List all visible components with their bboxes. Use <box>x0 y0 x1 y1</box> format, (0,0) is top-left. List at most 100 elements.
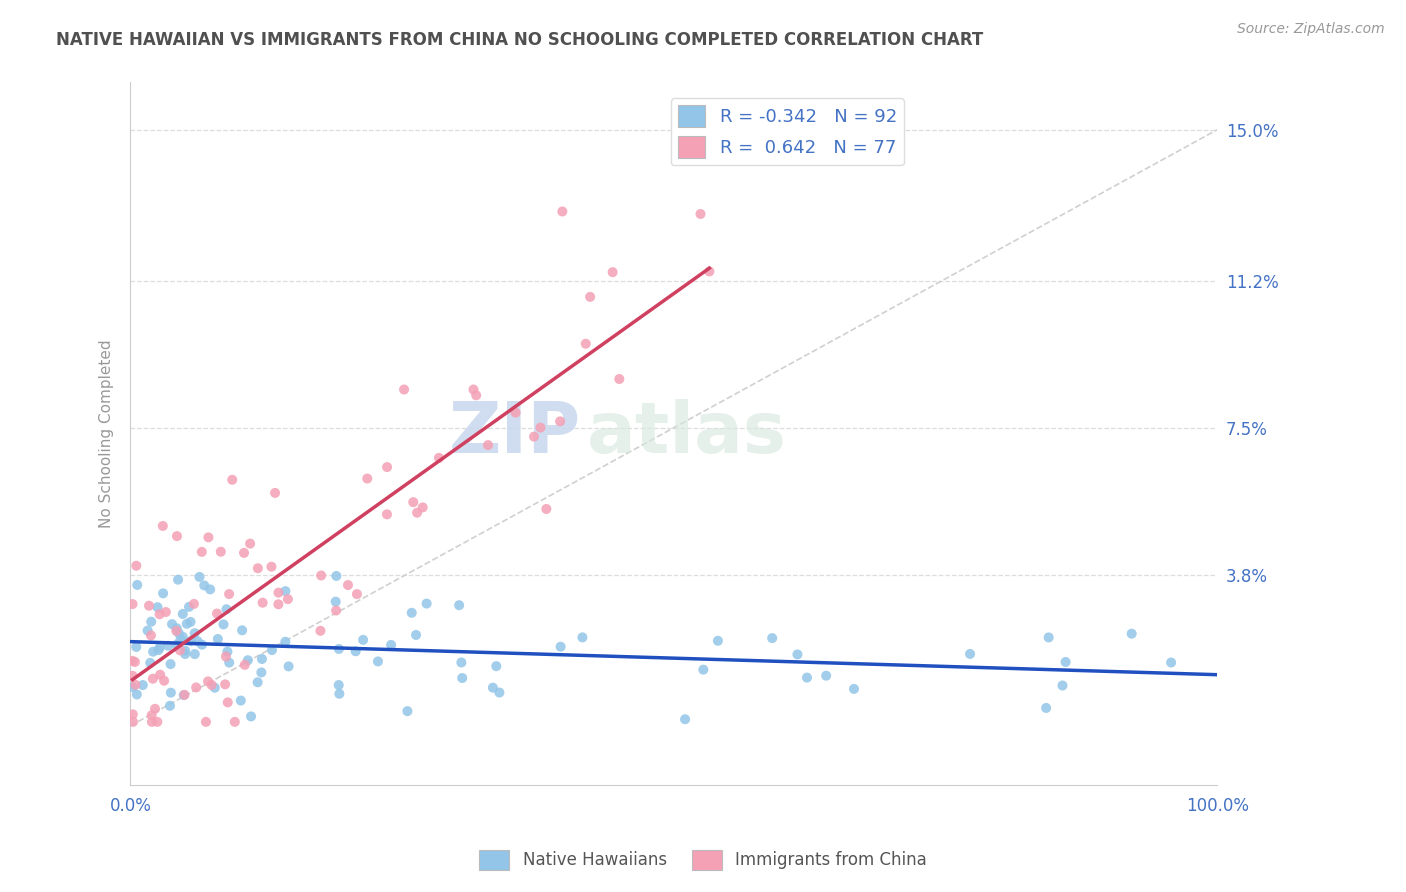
Point <box>160 686 183 700</box>
Point <box>186 681 208 695</box>
Point <box>477 438 499 452</box>
Point <box>217 645 239 659</box>
Point <box>233 657 256 672</box>
Point <box>188 570 211 584</box>
Point <box>689 207 711 221</box>
Point <box>141 708 163 723</box>
Point <box>761 631 783 645</box>
Point <box>173 688 195 702</box>
Point <box>412 500 434 515</box>
Text: NATIVE HAWAIIAN VS IMMIGRANTS FROM CHINA NO SCHOOLING COMPLETED CORRELATION CHAR: NATIVE HAWAIIAN VS IMMIGRANTS FROM CHINA… <box>56 31 983 49</box>
Point <box>215 649 238 664</box>
Point <box>505 406 527 420</box>
Point <box>449 598 471 612</box>
Point <box>392 383 415 397</box>
Point <box>224 714 246 729</box>
Point <box>673 712 696 726</box>
Point <box>367 655 389 669</box>
Point <box>427 450 450 465</box>
Point <box>529 420 551 434</box>
Point <box>136 624 159 638</box>
Point <box>155 605 177 619</box>
Point <box>180 634 202 648</box>
Point <box>183 626 205 640</box>
Legend: Native Hawaiians, Immigrants from China: Native Hawaiians, Immigrants from China <box>472 843 934 877</box>
Point <box>194 714 217 729</box>
Point <box>191 545 214 559</box>
Point <box>172 630 194 644</box>
Point <box>277 592 299 607</box>
Point <box>166 529 188 543</box>
Point <box>193 578 215 592</box>
Point <box>692 663 714 677</box>
Point <box>465 388 488 402</box>
Point <box>337 578 360 592</box>
Point <box>146 600 169 615</box>
Point <box>138 599 160 613</box>
Point <box>169 643 191 657</box>
Point <box>346 587 368 601</box>
Point <box>167 626 190 640</box>
Point <box>217 695 239 709</box>
Point <box>328 687 350 701</box>
Point <box>1121 626 1143 640</box>
Point <box>250 652 273 666</box>
Point <box>122 714 145 729</box>
Point <box>239 536 262 550</box>
Point <box>149 667 172 681</box>
Point <box>815 668 838 682</box>
Point <box>277 659 299 673</box>
Point <box>165 624 187 638</box>
Point <box>142 645 165 659</box>
Y-axis label: No Schooling Completed: No Schooling Completed <box>100 339 114 528</box>
Text: atlas: atlas <box>586 400 787 468</box>
Point <box>121 707 143 722</box>
Point <box>183 597 205 611</box>
Point <box>401 606 423 620</box>
Point <box>406 506 429 520</box>
Point <box>451 671 474 685</box>
Text: Source: ZipAtlas.com: Source: ZipAtlas.com <box>1237 22 1385 37</box>
Point <box>602 265 624 279</box>
Point <box>180 615 202 629</box>
Point <box>139 628 162 642</box>
Point <box>169 632 191 647</box>
Point <box>148 643 170 657</box>
Point <box>267 585 290 599</box>
Point <box>328 678 350 692</box>
Point <box>125 640 148 654</box>
Point <box>1054 655 1077 669</box>
Point <box>205 607 228 621</box>
Point <box>197 674 219 689</box>
Point <box>139 656 162 670</box>
Point <box>124 678 146 692</box>
Point <box>149 640 172 655</box>
Point <box>551 204 574 219</box>
Point <box>121 654 143 668</box>
Point <box>309 624 332 638</box>
Point <box>166 621 188 635</box>
Point <box>198 582 221 597</box>
Point <box>159 657 181 671</box>
Point <box>252 596 274 610</box>
Point <box>127 578 149 592</box>
Point <box>172 607 194 621</box>
Point <box>240 709 263 723</box>
Point <box>274 634 297 648</box>
Point <box>328 642 350 657</box>
Point <box>125 688 148 702</box>
Point <box>482 681 505 695</box>
Point <box>1052 679 1074 693</box>
Point <box>536 502 558 516</box>
Point <box>267 597 290 611</box>
Point <box>121 680 143 694</box>
Point <box>160 617 183 632</box>
Point <box>575 336 598 351</box>
Point <box>176 616 198 631</box>
Point <box>344 644 367 658</box>
Point <box>707 633 730 648</box>
Point <box>274 584 297 599</box>
Point <box>233 546 256 560</box>
Point <box>204 681 226 695</box>
Point <box>250 665 273 680</box>
